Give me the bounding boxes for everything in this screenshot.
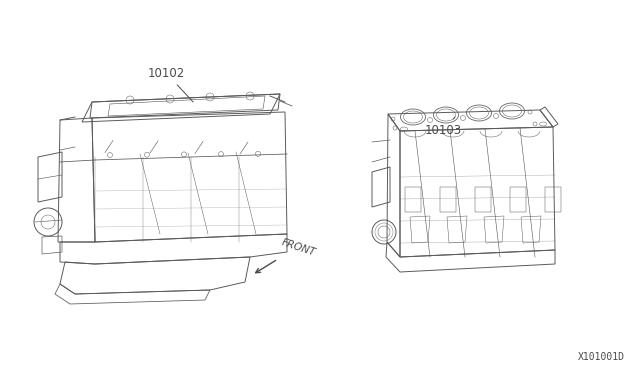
Text: 10103: 10103 bbox=[425, 117, 462, 137]
Text: X101001D: X101001D bbox=[578, 352, 625, 362]
Text: 10102: 10102 bbox=[148, 67, 193, 102]
Text: FRONT: FRONT bbox=[280, 237, 317, 258]
